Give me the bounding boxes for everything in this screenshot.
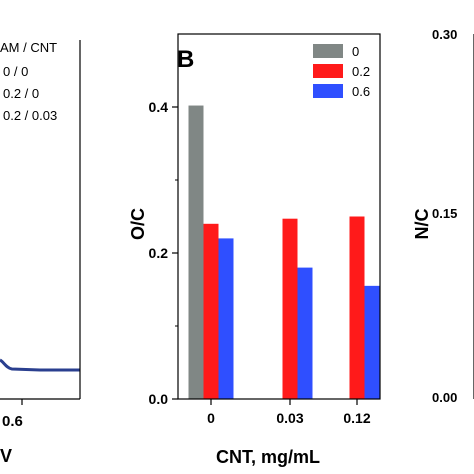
bar-0-0	[188, 105, 204, 399]
y-tick-label: 0.4	[149, 99, 169, 115]
right-panel: N/C 0.30 0.15 0.00	[412, 27, 474, 405]
bar-chart-b: B O/C CNT, mg/mL 0.0 0.2 0.4 0 0.03 0.12 0 0.…	[128, 33, 381, 467]
bar-0.2-0.12	[349, 216, 365, 399]
left-panel: AM / CNT 0 / 0 0.2 / 0 0.2 / 0.03 0.6 V	[0, 40, 81, 466]
y-tick-label: 0.2	[149, 245, 169, 261]
bar-0.6-0.12	[364, 285, 380, 399]
bar-0.2-0.03	[282, 218, 298, 399]
left-legend-entry-2: 0.2 / 0	[3, 86, 39, 101]
left-legend-entry-1: 0 / 0	[3, 64, 28, 79]
bar-0.6-0	[218, 238, 234, 399]
x-tick-label: 0	[207, 410, 215, 426]
x-ticks: 0 0.03 0.12	[207, 399, 371, 426]
panel-label-b: B	[177, 46, 194, 73]
left-trace-line	[0, 358, 80, 372]
chart-legend: 0 0.2 0.6	[313, 44, 370, 99]
y-ticks: 0.0 0.2 0.4	[149, 99, 178, 407]
bar-group	[188, 105, 380, 399]
x-axis-label: CNT, mg/mL	[216, 447, 320, 467]
bar-0.2-0	[203, 223, 219, 399]
left-x-tick-label: 0.6	[2, 413, 23, 430]
x-tick-label: 0.03	[276, 410, 303, 426]
right-y-tick-bottom: 0.00	[432, 390, 457, 405]
legend-swatch-0.6	[313, 84, 343, 98]
left-x-axis-label: V	[0, 446, 12, 466]
y-axis-label: O/C	[128, 208, 148, 240]
legend-swatch-0	[313, 44, 343, 58]
legend-label-0.6: 0.6	[352, 84, 370, 99]
legend-swatch-0.2	[313, 64, 343, 78]
x-tick-label: 0.12	[343, 410, 370, 426]
plot-frame	[177, 33, 381, 400]
right-y-tick-mid: 0.15	[432, 206, 457, 221]
right-y-tick-top: 0.30	[432, 27, 457, 42]
left-legend-entry-3: 0.2 / 0.03	[3, 108, 57, 123]
legend-label-0.2: 0.2	[352, 64, 370, 79]
bar-0.6-0.03	[297, 267, 313, 399]
y-tick-label: 0.0	[149, 391, 169, 407]
legend-label-0: 0	[352, 44, 359, 59]
right-y-axis-label: N/C	[412, 209, 432, 240]
left-legend-header: AM / CNT	[0, 40, 57, 55]
